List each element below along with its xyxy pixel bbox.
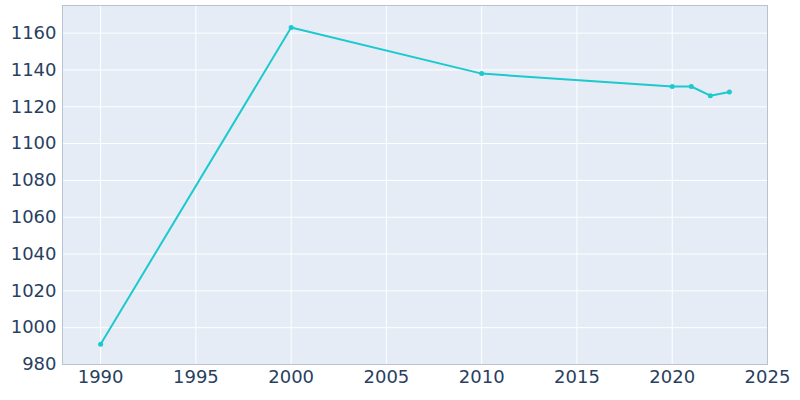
svg-text:1020: 1020 [11,280,57,301]
svg-text:2025: 2025 [745,366,791,387]
svg-text:2015: 2015 [554,366,600,387]
svg-text:1990: 1990 [78,366,124,387]
svg-text:2010: 2010 [459,366,505,387]
svg-text:2020: 2020 [649,366,695,387]
svg-text:1120: 1120 [11,96,57,117]
svg-text:1100: 1100 [11,132,57,153]
svg-text:2000: 2000 [268,366,314,387]
svg-text:980: 980 [22,353,56,374]
svg-text:1160: 1160 [11,22,57,43]
svg-text:1140: 1140 [11,59,57,80]
svg-text:2005: 2005 [364,366,410,387]
svg-text:1040: 1040 [11,243,57,264]
svg-text:1000: 1000 [11,316,57,337]
svg-text:1995: 1995 [173,366,219,387]
svg-text:1080: 1080 [11,169,57,190]
svg-text:1060: 1060 [11,206,57,227]
